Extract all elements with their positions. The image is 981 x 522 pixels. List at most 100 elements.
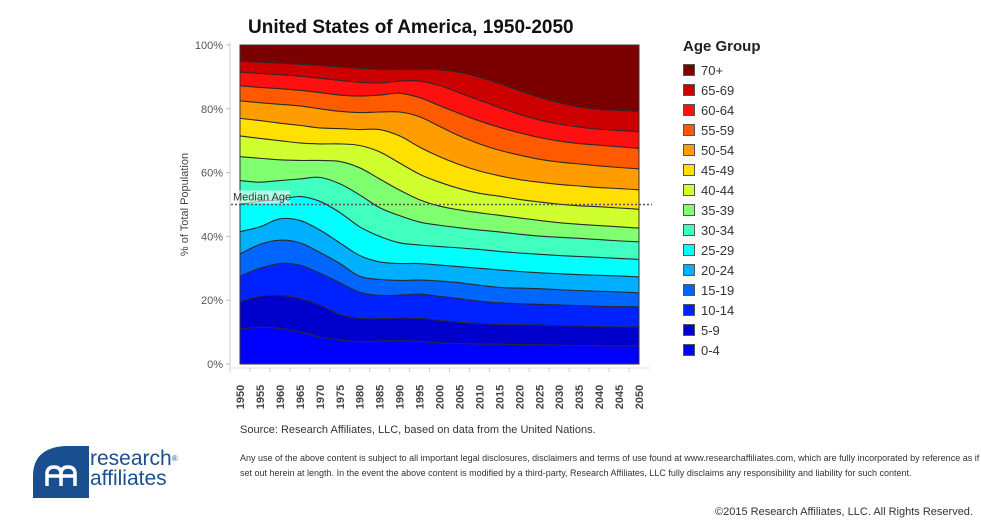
legend-item-35-39[interactable]: 35-39 [683,200,761,220]
y-axis-label: % of Total Population [179,153,191,256]
legend-label: 70+ [701,62,724,78]
legend-label: 35-39 [701,202,735,218]
logo-text: research® affiliates [90,447,178,490]
legend-label: 25-29 [701,242,735,258]
x-tick-label: 2030 [554,385,566,409]
legend-label: 5-9 [701,322,720,338]
y-tick-label: 0% [207,359,223,371]
legend-swatch [683,264,695,276]
x-tick-label: 1975 [335,385,347,409]
legend-item-10-14[interactable]: 10-14 [683,300,761,320]
legend-item-65-69[interactable]: 65-69 [683,80,761,100]
legend-item-70plus[interactable]: 70+ [683,60,761,80]
legal-disclaimer: Any use of the above content is subject … [240,453,980,478]
legend-swatch [683,324,695,336]
legend-swatch [683,244,695,256]
x-tick-label: 1965 [295,385,307,409]
x-tick-label: 1980 [355,385,367,409]
legend-title: Age Group [683,38,761,55]
boundary-line-35-39 [239,156,640,229]
boundary-line-20-24 [239,217,640,278]
y-tick-label: 100% [195,40,223,52]
boundary-lines [239,60,640,347]
x-tick-label: 1985 [375,385,387,409]
legend-swatch [683,344,695,356]
x-tick-label: 2050 [634,385,646,409]
chart-title: United States of America, 1950-2050 [248,17,574,38]
boundary-line-40-44 [239,135,640,210]
x-axis: 1950 1955 1960 1965 1970 1975 1980 1985 1990 1995… [229,367,650,409]
legend-label: 55-59 [701,122,735,138]
logo-line2: affiliates [90,467,167,490]
x-tick-label: 2040 [594,385,606,409]
y-tick-label: 80% [201,104,223,116]
median-age-label: Median Age [233,192,291,204]
legend-label: 30-34 [701,222,735,238]
legend-label: 40-44 [701,182,735,198]
legend-label: 20-24 [701,262,735,278]
boundary-line-15-19 [239,239,640,294]
x-tick-label: 2005 [454,385,466,409]
x-tick-label: 1995 [415,385,427,409]
x-tick-label: 2045 [614,385,626,409]
legend-item-60-64[interactable]: 60-64 [683,100,761,120]
legend-item-15-19[interactable]: 15-19 [683,280,761,300]
source-note: Source: Research Affiliates, LLC, based … [240,424,596,436]
area-0-4 [240,327,639,364]
boundary-line-25-29 [239,195,640,260]
legend-item-50-54[interactable]: 50-54 [683,140,761,160]
legend-item-40-44[interactable]: 40-44 [683,180,761,200]
legend-items: 70+ 65-69 60-64 55-59 50-54 45-49 40-44 35-39 30… [683,60,761,360]
legend-label: 0-4 [701,342,720,358]
x-tick-label: 1950 [235,385,247,409]
legend-item-5-9[interactable]: 5-9 [683,320,761,340]
y-tick-label: 20% [201,295,223,307]
boundary-line-10-14 [239,262,640,308]
boundary-line-0-4 [239,326,639,347]
legend-swatch [683,184,695,196]
legend-swatch [683,64,695,76]
x-tick-label: 2020 [514,385,526,409]
boundary-line-30-34 [239,176,640,243]
legend: Age Group 70+ 65-69 60-64 55-59 50-54 45-49 40… [683,38,761,360]
x-tick-label: 2000 [435,385,447,409]
y-tick-label: 60% [201,168,223,180]
y-tick-label: 40% [201,231,223,243]
legend-swatch [683,84,695,96]
legend-swatch [683,304,695,316]
legend-label: 45-49 [701,162,735,178]
area-layers [240,45,639,365]
legend-label: 65-69 [701,82,735,98]
median-age-annotation: Median Age [231,190,652,206]
x-tick-label: 1990 [395,385,407,409]
median-age-label-bg [232,190,290,204]
copyright-notice: ©2015 Research Affiliates, LLC. All Righ… [715,506,973,518]
legend-item-0-4[interactable]: 0-4 [683,340,761,360]
legend-item-30-34[interactable]: 30-34 [683,220,761,240]
boundary-line-50-54 [239,100,640,170]
legend-item-20-24[interactable]: 20-24 [683,260,761,280]
x-tick-label: 2010 [474,385,486,409]
legend-label: 15-19 [701,282,735,298]
x-tick-label: 1970 [315,385,327,409]
legend-item-45-49[interactable]: 45-49 [683,160,761,180]
boundary-line-45-49 [239,117,640,191]
logo-registered: ® [171,454,178,463]
boundary-line-60-64 [239,71,640,133]
logo-line1: research [90,447,172,470]
legend-item-55-59[interactable]: 55-59 [683,120,761,140]
legend-swatch [683,204,695,216]
legend-swatch [683,144,695,156]
legend-swatch [683,284,695,296]
boundary-line-65-69 [239,60,640,112]
x-tick-label: 2015 [494,385,506,409]
x-tick-label: 2025 [534,385,546,409]
legend-label: 50-54 [701,142,735,158]
legend-item-25-29[interactable]: 25-29 [683,240,761,260]
legend-swatch [683,164,695,176]
boundary-line-5-9 [239,294,640,328]
stacked-area-chart: 0%20%40%60%80%100% 1950 1955 1960 1965 1970 1… [179,40,652,409]
legend-swatch [683,104,695,116]
x-tick-label: 1955 [255,385,267,409]
research-affiliates-logo: research® affiliates [33,446,193,498]
